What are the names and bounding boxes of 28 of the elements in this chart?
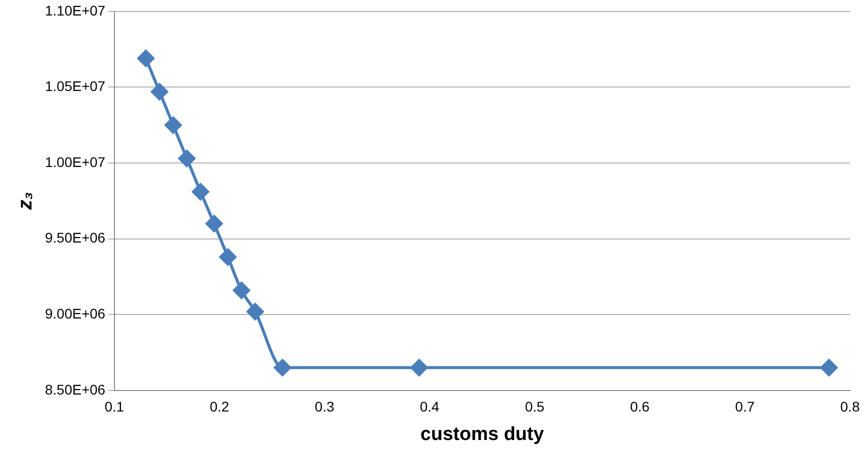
y-tick-label: 1.05E+07 [44, 78, 106, 94]
point [137, 50, 154, 67]
x-tick-label: 0.3 [314, 398, 334, 415]
x-tick-label: 0.2 [210, 398, 230, 415]
point [178, 150, 196, 167]
y-tick-label: 8.50E+06 [44, 381, 106, 398]
y-tick-label: 1.10E+07 [44, 2, 106, 18]
point [219, 248, 236, 266]
point [206, 215, 223, 232]
x-tick-label: 0.1 [104, 398, 124, 415]
point [192, 183, 210, 200]
y-tick-label: 9.50E+06 [44, 230, 106, 246]
point [820, 359, 838, 376]
x-tick-label: 0.8 [840, 398, 860, 415]
point [274, 359, 291, 376]
x-axis-title: customs duty [420, 424, 544, 445]
x-tick-label: 0.6 [630, 398, 650, 415]
point [246, 303, 264, 320]
x-tick-label: 0.7 [735, 398, 755, 415]
point [410, 359, 428, 376]
point [151, 83, 168, 100]
y-tick-label: 1.00E+07 [44, 154, 106, 170]
x-tick-label: 0.5 [524, 398, 545, 415]
point [233, 282, 250, 299]
y-tick-label: 9.00E+06 [44, 305, 106, 322]
point [164, 116, 182, 134]
y-axis-title: z₃ [14, 192, 37, 211]
x-tick-label: 0.4 [420, 398, 440, 415]
